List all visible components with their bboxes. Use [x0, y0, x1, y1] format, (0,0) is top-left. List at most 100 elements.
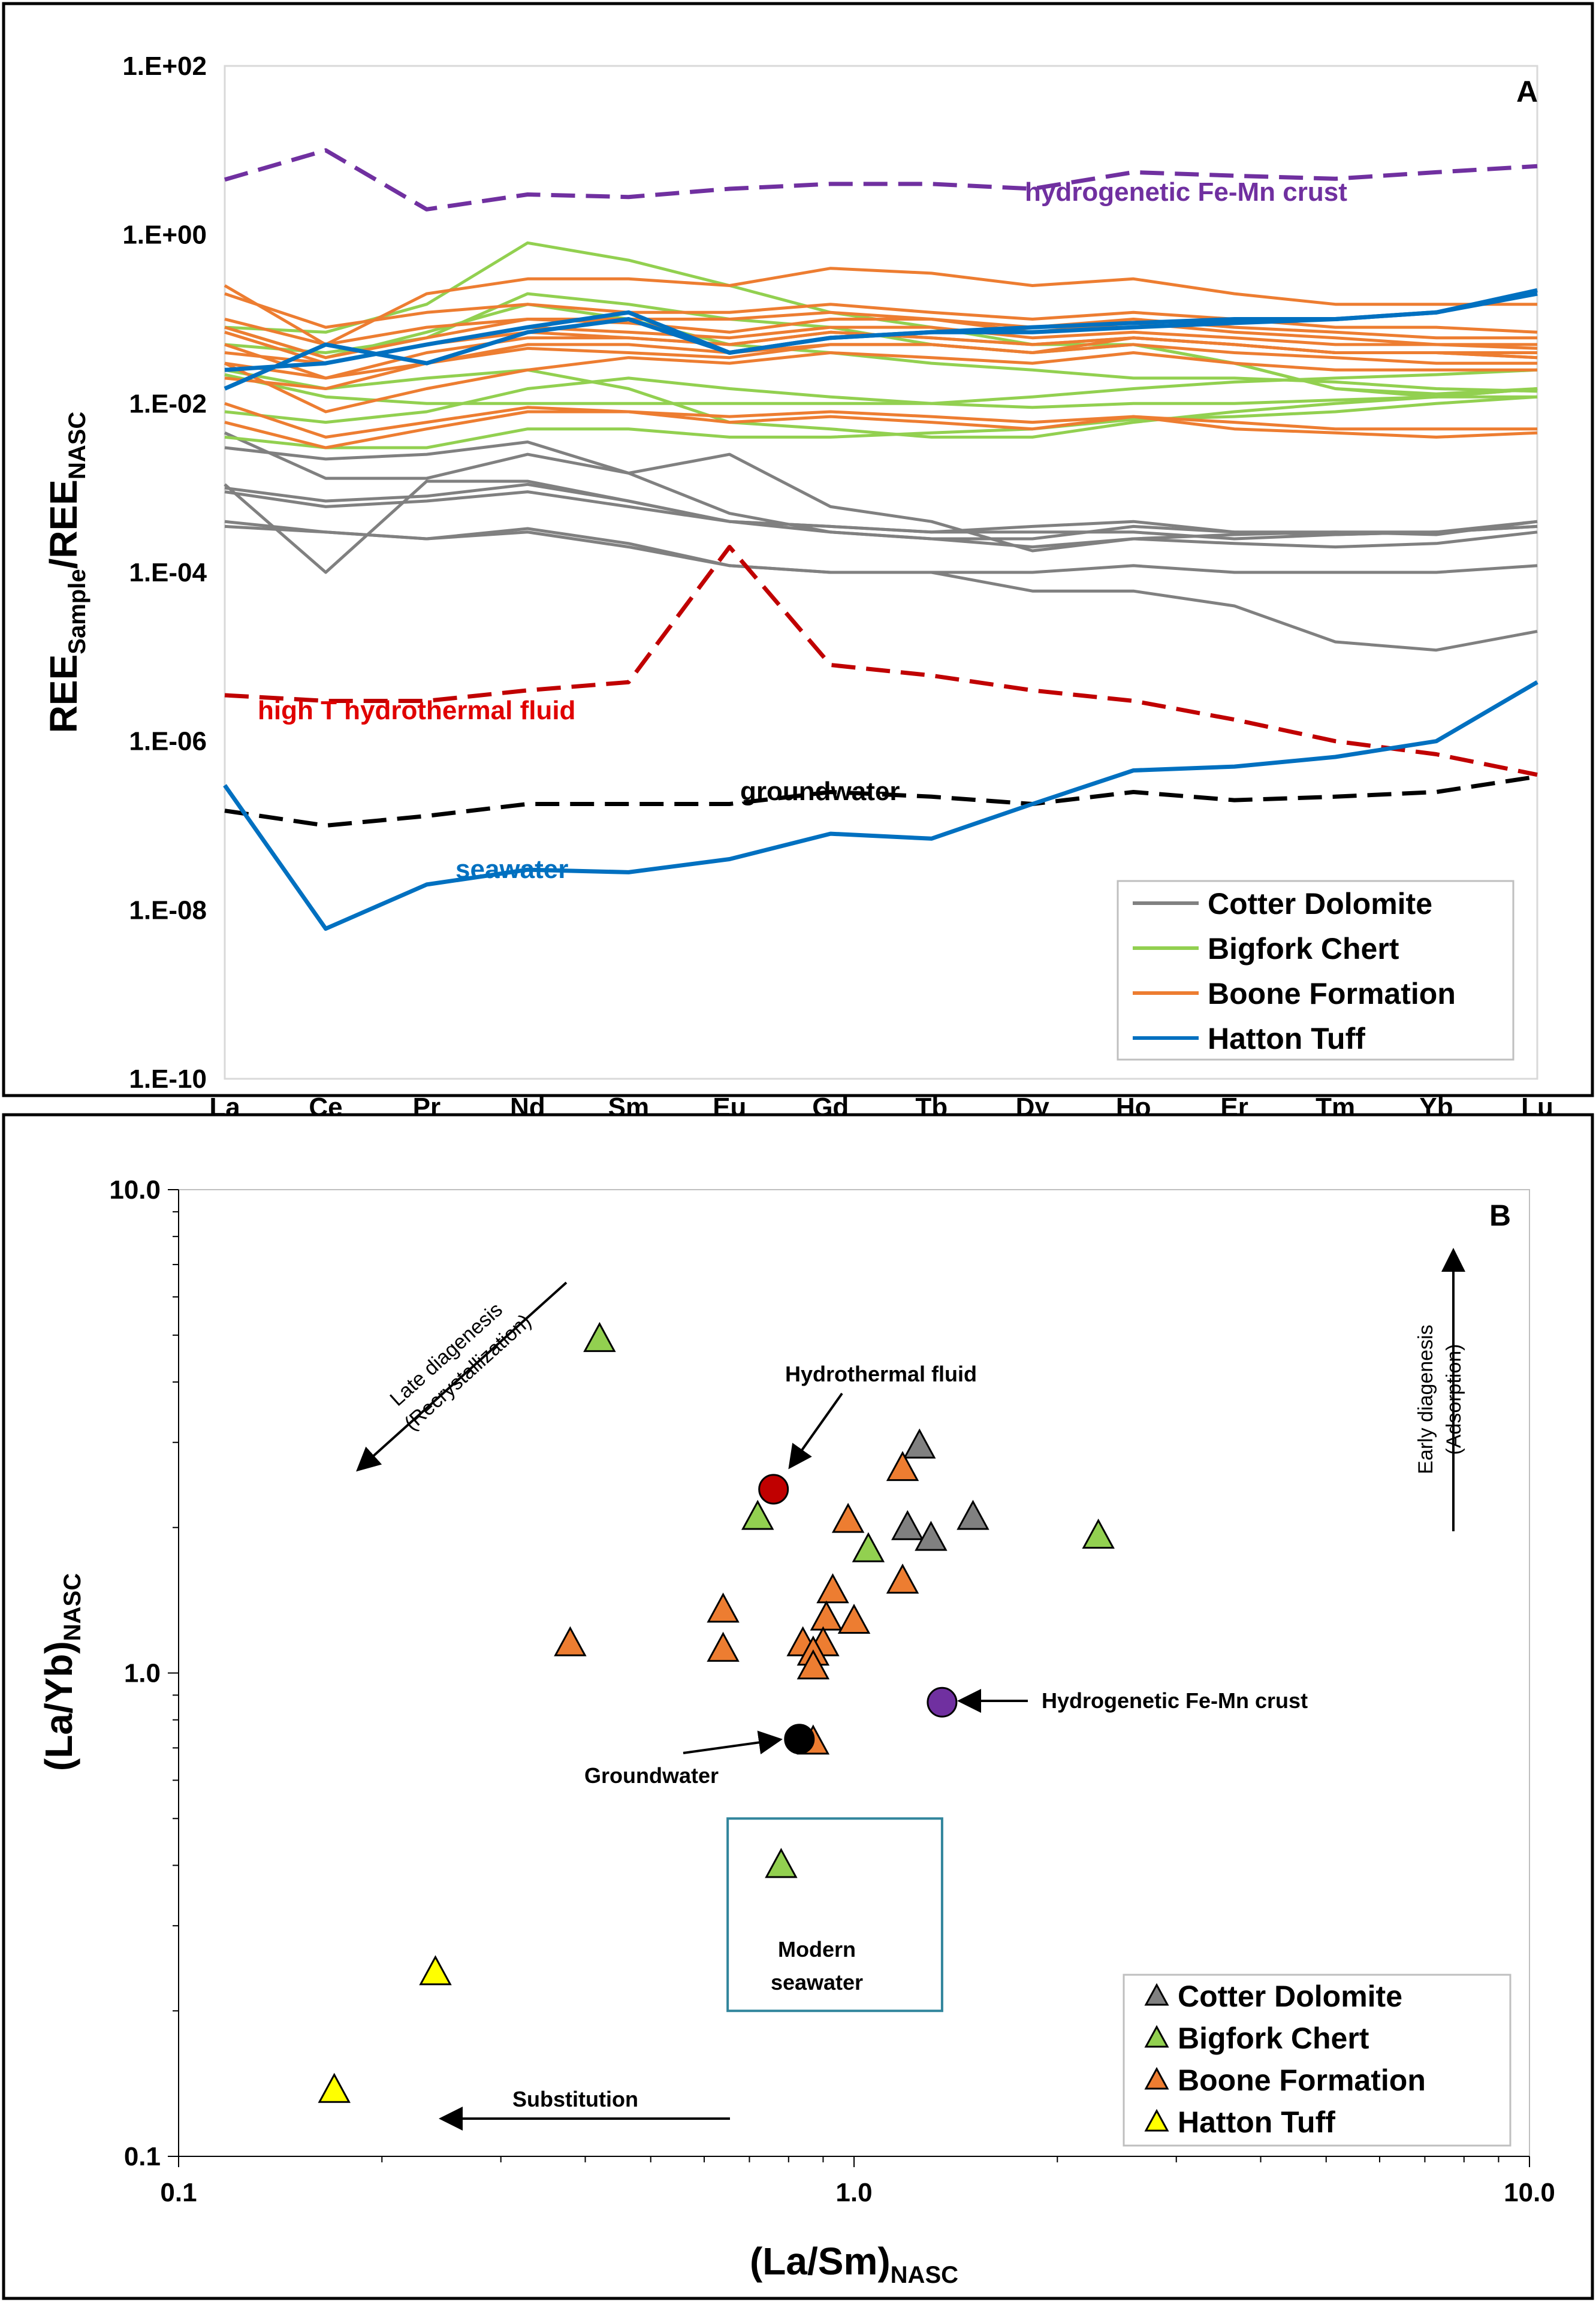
modern-seawater-label-2: seawater: [771, 1970, 863, 1995]
panel-a-sample-lines: [224, 241, 1538, 652]
series-boone-formation-0: [224, 318, 1537, 360]
annotation-early-diagenesis-2: (Adsorption): [1443, 1344, 1465, 1455]
series-boone-formation-9: [224, 267, 1537, 346]
point-bigfork-chert-7: [1082, 1518, 1115, 1549]
y-tick-a-1: 1.E+00: [122, 221, 207, 250]
panel-b-axes: 0.1 0.1 1.0 1.0 10.0 10.0: [109, 1175, 1555, 2207]
point-boone-formation-9: [886, 1451, 919, 1482]
point-boone-formation-17: [707, 1631, 740, 1662]
point-boone-formation-14: [810, 1600, 843, 1631]
y-tick-a-2: 1.E-02: [129, 389, 207, 418]
x-tick-b-0: 0.1: [160, 2178, 197, 2207]
x-tick-b-2: 10.0: [1504, 2178, 1555, 2207]
point-bigfork-chert-8: [765, 1848, 798, 1878]
x-tick-b-1: 1.0: [835, 2178, 872, 2207]
point-cotter-dolomite-3: [957, 1500, 989, 1530]
annotation-b-groundwater: Groundwater: [584, 1763, 719, 1788]
point-boone-formation-12: [816, 1573, 849, 1604]
legend-b-cotter-label: Cotter Dolomite: [1178, 1980, 1402, 2013]
point-bigfork-chert-5: [741, 1500, 774, 1530]
panel-a-legend-box: [1117, 880, 1514, 1061]
reference-high-t-hydrothermal-fluid: [224, 545, 1538, 777]
series-bigfork-chert-6: [224, 368, 1538, 405]
panel-a-legend: Cotter Dolomite Bigfork Chert Boone Form…: [1117, 880, 1514, 1061]
point-boone-formation-11: [886, 1563, 919, 1594]
series-bigfork-chert-5: [224, 395, 1538, 449]
y-tick-b-2: 10.0: [109, 1175, 161, 1205]
legend-b-bigfork-label: Bigfork Chert: [1178, 2022, 1369, 2055]
series-cotter-dolomite-6: [224, 524, 1538, 574]
legend-a-hatton-label: Hatton Tuff: [1208, 1022, 1365, 1055]
reference-seawater: [223, 680, 1538, 931]
series-bigfork-chert-1: [224, 303, 1538, 393]
annotation-fe-mn-crust: hydrogenetic Fe-Mn crust: [1025, 177, 1347, 207]
panel-b: 0.1 0.1 1.0 1.0 10.0 10.0 B (La/Sm)NASC (La/Y…: [2, 1113, 1594, 2300]
modern-seawater-label-1: Modern: [778, 1937, 856, 1962]
panel-b-legend: Cotter Dolomite Bigfork Chert Boone Form…: [1123, 1974, 1511, 2147]
point-cotter-dolomite-1: [891, 1510, 924, 1540]
panel-a: 1.E+02 1.E+00 1.E-02 1.E-04 1.E-06 1.E-08 1.E-…: [2, 2, 1594, 1122]
y-tick-a-0: 1.E+02: [122, 52, 207, 81]
panel-a-y-ticks: 1.E+02 1.E+00 1.E-02 1.E-04 1.E-06 1.E-08 1.E-…: [122, 52, 207, 1094]
legend-b-boone-label: Boone Formation: [1178, 2063, 1426, 2097]
panel-b-y-axis-label: (La/Yb)NASC: [37, 1573, 86, 1771]
series-boone-formation-10: [224, 292, 1538, 334]
series-cotter-dolomite-3: [224, 490, 1538, 541]
series-boone-formation-5: [224, 310, 1537, 346]
annotation-hydrothermal-fluid: high T hydrothermal fluid: [258, 696, 575, 725]
modern-seawater-box: [726, 1817, 943, 2013]
legend-a-bigfork-label: Bigfork Chert: [1208, 932, 1399, 966]
point-boone-formation-15: [837, 1603, 871, 1634]
point-hatton-tuff-23: [419, 1955, 452, 1986]
groundwater-arrow: [683, 1730, 783, 1755]
annotation-early-diagenesis-1: Early diagenesis: [1414, 1325, 1437, 1474]
y-tick-b-0: 0.1: [124, 2142, 161, 2171]
y-tick-a-4: 1.E-06: [129, 727, 207, 756]
y-tick-a-6: 1.E-10: [129, 1064, 207, 1094]
legend-b-bigfork-marker: [1144, 2025, 1169, 2048]
annotation-seawater: seawater: [455, 855, 568, 884]
panel-a-label: A: [1516, 75, 1538, 108]
point-boone-formation-21: [797, 1649, 830, 1680]
point-boone-formation-16: [554, 1626, 587, 1657]
panel-b-label: B: [1489, 1199, 1511, 1232]
point-boone-formation-13: [707, 1592, 740, 1623]
point-bigfork-chert-4: [583, 1322, 616, 1352]
reference-groundwater: [224, 774, 1538, 828]
panel-a-plot-area: [224, 65, 1538, 1080]
panel-a-y-axis-label: REESample/REENASC: [42, 412, 90, 734]
panel-b-points: [318, 1322, 1115, 2103]
series-boone-formation-4: [224, 402, 1537, 439]
reference-point-hydrogenetic-fe-mn-crust: [927, 1686, 958, 1718]
point-cotter-dolomite-0: [903, 1428, 936, 1459]
reference-hydrogenetic-fe-mn-crust: [224, 148, 1538, 212]
annotation-b-substitution: Substitution: [512, 2087, 638, 2111]
reference-point-hydrothermal-fluid: [758, 1474, 789, 1505]
series-boone-formation-3: [224, 410, 1538, 449]
panel-b-legend-box: [1123, 1974, 1511, 2147]
point-boone-formation-10: [831, 1503, 865, 1533]
legend-a-boone-label: Boone Formation: [1208, 977, 1456, 1010]
annotation-b-fe-mn: Hydrogenetic Fe-Mn crust: [1042, 1688, 1308, 1713]
panel-a-reference-lines: [223, 148, 1538, 931]
reference-point-groundwater: [784, 1724, 815, 1755]
legend-b-cotter-marker: [1144, 1983, 1169, 2006]
legend-b-hatton-marker: [1144, 2108, 1169, 2132]
late-diagenesis-arrow: [356, 1281, 568, 1472]
series-bigfork-chert-3: [224, 376, 1538, 424]
y-tick-a-5: 1.E-08: [129, 895, 207, 925]
annotation-groundwater: groundwater: [740, 777, 900, 806]
annotation-b-hydrothermal: Hydrothermal fluid: [785, 1362, 977, 1386]
hydrothermal-arrow: [788, 1392, 843, 1470]
series-boone-formation-2: [224, 351, 1537, 414]
y-tick-b-1: 1.0: [124, 1659, 161, 1688]
y-tick-a-3: 1.E-04: [129, 558, 207, 587]
series-cotter-dolomite-4: [224, 482, 1538, 549]
legend-a-cotter-label: Cotter Dolomite: [1208, 887, 1432, 921]
point-hatton-tuff-24: [318, 2072, 351, 2103]
series-hatton-tuff-1: [224, 288, 1538, 372]
series-bigfork-chert-4: [224, 368, 1538, 439]
point-bigfork-chert-6: [852, 1532, 885, 1562]
panel-b-x-axis-label: (La/Sm)NASC: [750, 2240, 958, 2288]
